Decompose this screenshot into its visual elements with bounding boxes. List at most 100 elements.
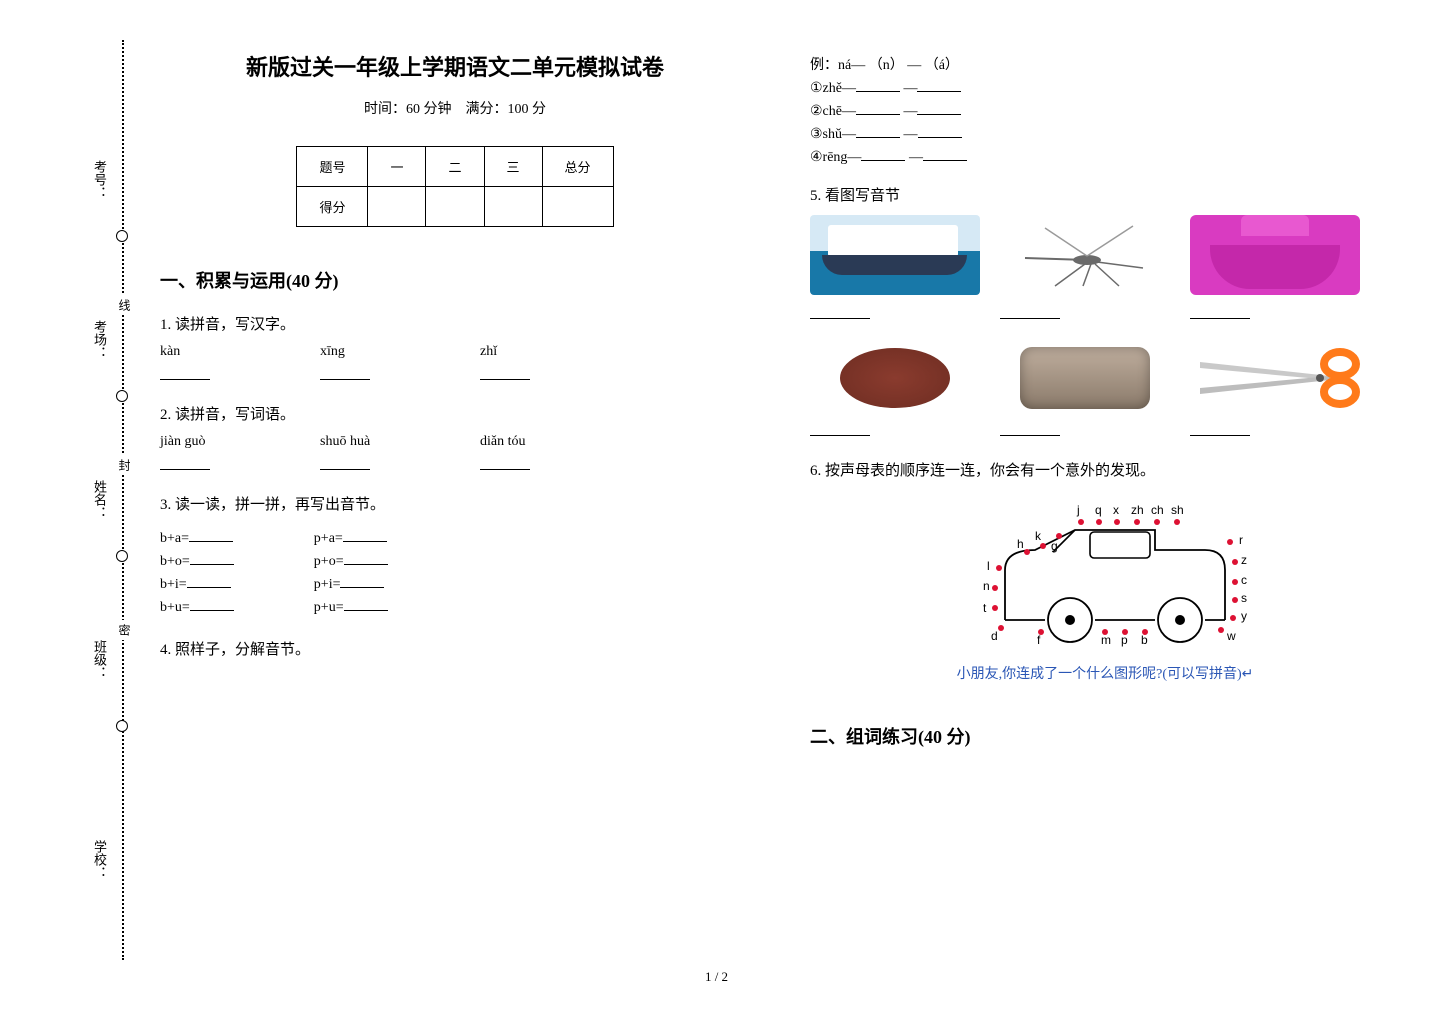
equation-line: p+i= (314, 574, 388, 593)
svg-text:w: w (1226, 629, 1236, 643)
q4-item: ③shǔ— — (810, 124, 1400, 143)
q4-prompt: 4. 照样子，分解音节。 (160, 638, 750, 659)
answer-blank[interactable] (480, 456, 530, 470)
answer-blank[interactable] (856, 124, 900, 138)
th-three: 三 (484, 147, 542, 187)
answer-blank[interactable] (918, 124, 962, 138)
equation-line: b+i= (160, 574, 234, 593)
binding-dotted-line (122, 40, 124, 960)
svg-text:g: g (1051, 539, 1058, 553)
field-school: 学校： (90, 840, 109, 879)
svg-text:zh: zh (1131, 503, 1144, 517)
svg-text:z: z (1241, 553, 1247, 567)
q5-image-row-1 (810, 215, 1400, 295)
binding-circle (116, 720, 128, 732)
td-score-label: 得分 (297, 187, 368, 227)
equation-line: b+a= (160, 528, 234, 547)
answer-blank[interactable] (923, 147, 967, 161)
pinyin-item: diǎn tóu (480, 434, 570, 450)
q6-prompt: 6. 按声母表的顺序连一连，你会有一个意外的发现。 (810, 459, 1400, 480)
meat-image (810, 338, 980, 418)
answer-blank[interactable] (1000, 305, 1060, 319)
svg-text:n: n (983, 579, 990, 593)
td-blank (368, 187, 426, 227)
answer-blank[interactable] (917, 78, 961, 92)
answer-blank[interactable] (1000, 422, 1060, 436)
score-table: 题号 一 二 三 总分 得分 (296, 146, 613, 227)
exam-meta: 时间：60 分钟 满分：100 分 (160, 98, 750, 118)
answer-blank[interactable] (1190, 305, 1250, 319)
equation: b+i= (160, 577, 187, 592)
binding-circle (116, 550, 128, 562)
th-one: 一 (368, 147, 426, 187)
th-total: 总分 (542, 147, 613, 187)
equation: b+u= (160, 600, 190, 615)
field-exam-id: 考号： (90, 160, 109, 199)
q5-blanks-row-2 (810, 422, 1400, 441)
equation-line: b+u= (160, 597, 234, 616)
scissors-image (1190, 338, 1360, 418)
answer-blank[interactable] (160, 366, 210, 380)
td-blank (484, 187, 542, 227)
svg-text:c: c (1241, 573, 1247, 587)
q4-item: ④rēng— — (810, 147, 1400, 166)
answer-blank[interactable] (160, 456, 210, 470)
q3-left: b+a= b+o= b+i= b+u= (160, 524, 234, 620)
item-label: ①zhě— (810, 81, 856, 96)
binding-circle (116, 230, 128, 242)
answer-blank[interactable] (340, 574, 384, 588)
binding-margin: 考号： 考场： 姓名： 班级： 学校： 线 封 密 (60, 40, 140, 960)
equation: p+o= (314, 554, 344, 569)
answer-blank[interactable] (861, 147, 905, 161)
answer-blank[interactable] (344, 597, 388, 611)
equation: b+a= (160, 531, 189, 546)
th-number: 题号 (297, 147, 368, 187)
blanket-image (1000, 338, 1170, 418)
seal-text: 封 (116, 455, 133, 475)
equation: p+i= (314, 577, 341, 592)
answer-blank[interactable] (810, 305, 870, 319)
answer-blank[interactable] (480, 366, 530, 380)
equation-line: p+a= (314, 528, 388, 547)
section-2-heading: 二、组词练习(40 分) (810, 723, 1400, 749)
ship-image (810, 215, 980, 295)
binding-circle (116, 390, 128, 402)
q1-prompt: 1. 读拼音，写汉字。 (160, 313, 750, 334)
answer-blank[interactable] (320, 456, 370, 470)
answer-blank[interactable] (856, 78, 900, 92)
q5-blanks-row-1 (810, 305, 1400, 324)
answer-blank[interactable] (320, 366, 370, 380)
answer-blank[interactable] (190, 597, 234, 611)
answer-blank[interactable] (190, 551, 234, 565)
field-exam-room: 考场： (90, 320, 109, 359)
equation-line: b+o= (160, 551, 234, 570)
equation: p+a= (314, 531, 343, 546)
page-number: 1 / 2 (0, 969, 1433, 985)
answer-blank[interactable] (1190, 422, 1250, 436)
svg-text:t: t (983, 601, 987, 615)
svg-text:b: b (1141, 633, 1148, 647)
page-content: 新版过关一年级上学期语文二单元模拟试卷 时间：60 分钟 满分：100 分 题号… (160, 50, 1400, 769)
td-blank (426, 187, 484, 227)
answer-blank[interactable] (810, 422, 870, 436)
answer-blank[interactable] (344, 551, 388, 565)
item-label: ④rēng— (810, 150, 861, 165)
item-label: ②chē— (810, 104, 856, 119)
q3-prompt: 3. 读一读，拼一拼，再写出音节。 (160, 493, 750, 514)
pinyin-item: zhǐ (480, 344, 570, 360)
svg-text:d: d (991, 629, 998, 643)
answer-blank[interactable] (917, 101, 961, 115)
equation: p+u= (314, 600, 344, 615)
time-label: 时间：60 分钟 (364, 102, 452, 117)
pinyin-item: jiàn guò (160, 434, 250, 450)
svg-text:f: f (1037, 633, 1041, 647)
q3-right: p+a= p+o= p+i= p+u= (314, 524, 388, 620)
answer-blank[interactable] (856, 101, 900, 115)
seal-text: 密 (116, 620, 133, 640)
mosquito-icon (1015, 220, 1155, 290)
answer-blank[interactable] (189, 528, 233, 542)
field-class: 班级： (90, 640, 109, 679)
answer-blank[interactable] (343, 528, 387, 542)
answer-blank[interactable] (187, 574, 231, 588)
pinyin-item: shuō huà (320, 434, 410, 450)
